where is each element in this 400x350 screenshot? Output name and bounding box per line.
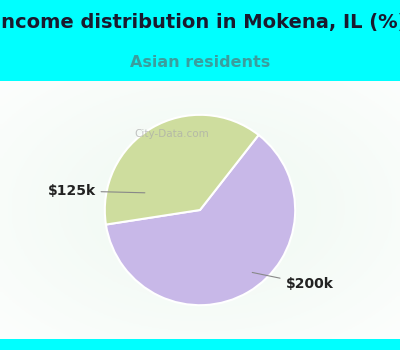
Text: $125k: $125k [48, 184, 145, 198]
Text: $200k: $200k [252, 272, 334, 291]
Wedge shape [105, 115, 259, 225]
Text: Asian residents: Asian residents [130, 55, 270, 70]
Text: City-Data.com: City-Data.com [134, 129, 209, 139]
Wedge shape [106, 135, 295, 305]
Text: Income distribution in Mokena, IL (%): Income distribution in Mokena, IL (%) [0, 13, 400, 32]
